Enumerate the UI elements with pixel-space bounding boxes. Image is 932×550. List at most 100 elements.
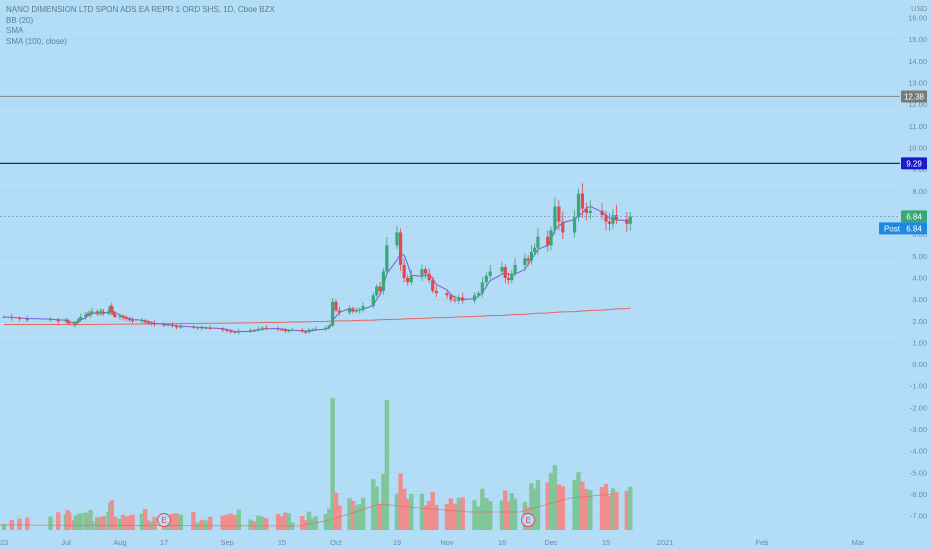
candle-body: [229, 331, 233, 333]
candle-body: [449, 295, 453, 300]
x-axis-labels: 23 Jul Aug 17 Sep 15 Oct 19 Nov 16 Dec 15 2021 Feb Mar: [0, 538, 865, 547]
volume-bar: [323, 513, 329, 530]
candle-body: [121, 315, 125, 319]
volume-bar: [124, 516, 129, 530]
candle-body: [533, 247, 537, 252]
candle-body: [98, 311, 102, 313]
candle-body: [307, 329, 311, 333]
earnings-marker-label: E: [161, 516, 166, 525]
candle-body: [166, 324, 170, 326]
volume-bar: [117, 518, 123, 530]
candle-body: [457, 297, 461, 301]
volume-bar: [286, 513, 291, 530]
volume-bar: [460, 497, 465, 530]
candle-body: [398, 232, 403, 265]
volume-bar: [529, 483, 534, 530]
candle-body: [118, 315, 122, 317]
y-tick-label: 4.00: [912, 273, 927, 282]
volume-bar: [208, 516, 213, 530]
x-tick-label: 2021: [657, 538, 674, 547]
y-tick-label: 10.00: [908, 143, 927, 152]
candle-body: [423, 269, 428, 274]
volume-bar: [472, 500, 477, 530]
volume-bar: [67, 512, 72, 530]
candle-body: [453, 299, 457, 301]
y-tick-label: USD: [911, 4, 927, 13]
volume-bar: [112, 516, 118, 530]
y-tick-label: -5.00: [910, 468, 927, 477]
volume-bars: [1, 398, 633, 530]
volume-bar: [532, 488, 537, 530]
volume-bar: [279, 516, 285, 530]
y-tick-label: 15.00: [908, 35, 927, 44]
volume-sma-line: [0, 493, 615, 527]
volume-bar: [512, 498, 518, 530]
candle-body: [480, 282, 484, 294]
volume-bar: [430, 492, 435, 530]
volume-bar: [599, 487, 605, 530]
candle-body: [95, 311, 99, 314]
x-tick-label: 15: [602, 538, 610, 547]
candle-body: [488, 271, 492, 276]
candle-body: [233, 332, 237, 334]
post-tag-value: 6.84: [906, 224, 922, 233]
candle-body: [2, 316, 6, 318]
volume-bar: [174, 513, 179, 530]
candle-body: [208, 327, 212, 329]
candle-body: [361, 306, 365, 310]
volume-bar: [283, 512, 288, 530]
volume-bar: [357, 504, 362, 530]
volume-bar: [101, 516, 106, 530]
candle-body: [113, 314, 117, 317]
volume-bar: [426, 501, 432, 530]
volume-bar: [607, 495, 612, 530]
volume-bar: [384, 400, 390, 530]
candle-body: [434, 290, 438, 294]
volume-bar: [256, 515, 261, 530]
candle-body: [500, 267, 504, 272]
volume-bar: [350, 500, 356, 530]
candle-body: [252, 329, 257, 331]
candle-body: [331, 301, 335, 326]
volume-bar: [371, 479, 376, 530]
x-tick-label: 23: [0, 538, 8, 547]
volume-bar: [628, 486, 633, 530]
candle-body: [146, 322, 150, 324]
volume-bar: [25, 517, 30, 530]
volume-bar: [17, 518, 22, 530]
volume-bar: [109, 500, 115, 530]
candles: [2, 183, 632, 335]
candle-body: [611, 215, 615, 224]
volume-bar: [545, 482, 550, 530]
volume-bar: [354, 505, 359, 530]
candle-body: [324, 327, 328, 329]
candle-body: [300, 329, 304, 332]
candle-body: [64, 320, 68, 322]
volume-bar: [232, 515, 238, 530]
volume-bar: [560, 486, 565, 530]
volume-bar: [476, 506, 481, 530]
candle-body: [546, 236, 550, 246]
candle-body: [529, 251, 533, 261]
volume-bar: [452, 503, 458, 530]
volume-bar: [584, 489, 589, 530]
candle-body: [409, 275, 413, 283]
volume-bar: [484, 497, 489, 530]
post-tag: [879, 222, 927, 235]
volume-bar: [603, 483, 609, 530]
candle-body: [67, 322, 71, 324]
volume-bar: [572, 479, 577, 530]
candle-body: [88, 312, 93, 315]
candle-body: [256, 328, 261, 331]
candle-body: [287, 330, 291, 332]
x-tick-label: Jul: [61, 538, 71, 547]
candle-body: [260, 327, 264, 329]
volume-bar: [535, 480, 541, 530]
candle-body: [557, 206, 561, 222]
candle-body: [510, 273, 514, 281]
candle-body: [48, 319, 53, 321]
volume-bar: [377, 504, 383, 530]
volume-bar: [588, 490, 593, 530]
